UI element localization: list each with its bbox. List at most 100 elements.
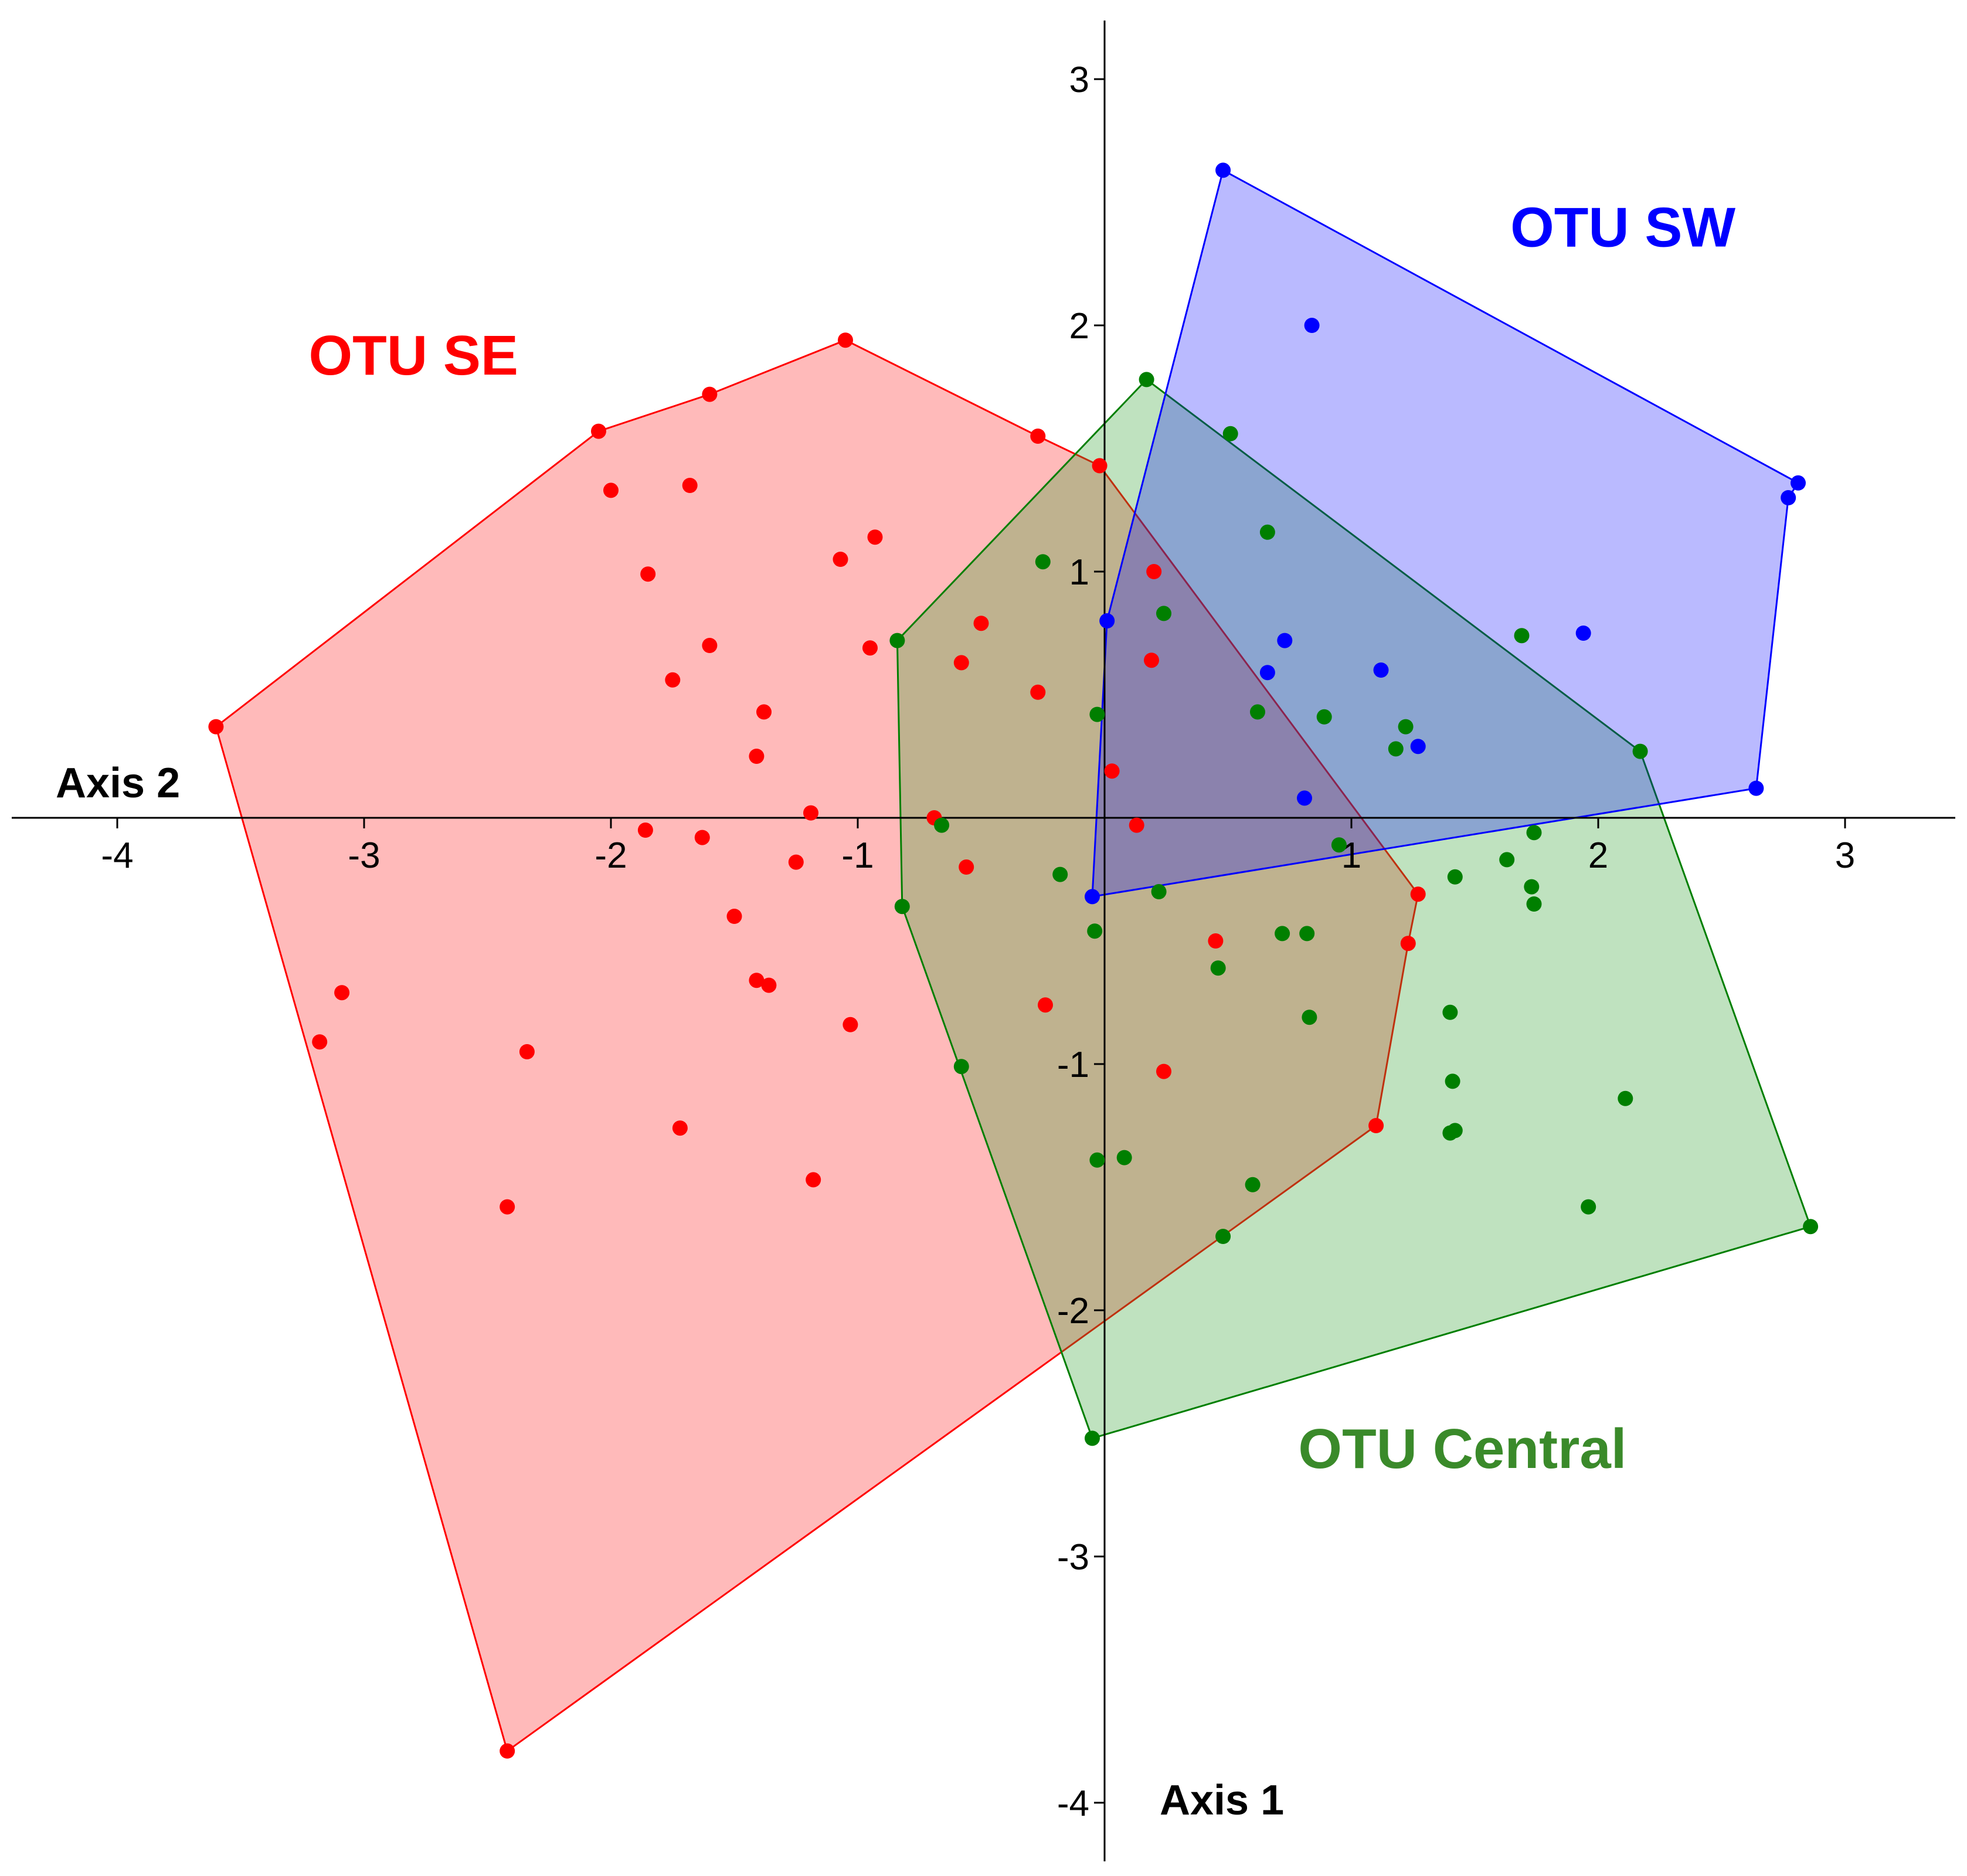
point-otu-se [761, 977, 777, 993]
point-otu-sw [1277, 633, 1293, 648]
point-otu-se [702, 386, 718, 402]
point-otu-se [756, 704, 772, 720]
point-otu-se [672, 1120, 688, 1136]
point-otu-sw [1215, 162, 1231, 178]
label-otu-se: OTU SE [309, 324, 518, 387]
point-otu-central [1215, 1229, 1231, 1244]
point-otu-se [312, 1034, 328, 1050]
point-otu-se [1030, 429, 1046, 444]
point-otu-central [1275, 926, 1290, 942]
point-otu-sw [1259, 665, 1275, 681]
x-tick-label: 2 [1588, 835, 1608, 876]
point-otu-se [1092, 458, 1108, 474]
y-tick-label: 3 [1069, 60, 1089, 100]
hull-otu-sw [1091, 169, 1800, 898]
point-otu-central [1388, 741, 1404, 757]
point-otu-se [1156, 1063, 1171, 1079]
point-otu-central [1222, 426, 1238, 441]
point-otu-sw [1410, 739, 1426, 755]
point-otu-se [682, 478, 698, 493]
point-otu-central [1116, 1150, 1132, 1165]
point-otu-se [1129, 817, 1144, 833]
point-otu-central [1445, 1073, 1460, 1089]
point-otu-se [1146, 564, 1162, 579]
point-otu-se [842, 1017, 858, 1032]
point-otu-central [1316, 709, 1332, 725]
point-otu-central [894, 899, 910, 915]
point-otu-se [788, 854, 804, 870]
point-otu-sw [1304, 318, 1320, 333]
x-tick-label: -1 [841, 835, 874, 876]
point-otu-se [1104, 763, 1120, 779]
point-otu-se [973, 616, 989, 631]
point-otu-se [591, 423, 606, 439]
point-otu-central [1089, 1152, 1105, 1168]
point-otu-central [1299, 926, 1315, 942]
x-tick-label: 3 [1835, 835, 1855, 876]
point-otu-se [803, 805, 818, 821]
point-otu-se [208, 719, 224, 735]
point-otu-central [1331, 837, 1347, 853]
point-otu-se [1208, 933, 1224, 949]
point-otu-se [833, 552, 848, 567]
point-otu-central [1035, 554, 1051, 570]
point-otu-se [806, 1172, 821, 1188]
point-otu-central [1302, 1010, 1317, 1025]
point-otu-se [694, 830, 710, 845]
y-tick-label: -2 [1057, 1291, 1089, 1331]
point-otu-se [1410, 886, 1426, 902]
point-otu-central [889, 633, 905, 648]
point-otu-sw [1575, 626, 1591, 641]
y-tick-label: 1 [1069, 552, 1089, 593]
point-otu-sw [1748, 780, 1764, 796]
point-otu-central [1398, 719, 1414, 735]
point-otu-central [1524, 879, 1540, 895]
point-otu-central [1581, 1199, 1596, 1215]
point-otu-central [1259, 524, 1275, 540]
point-otu-se [862, 640, 878, 656]
point-otu-sw [1085, 889, 1100, 905]
point-otu-central [1514, 628, 1530, 644]
point-otu-central [1618, 1090, 1633, 1106]
x-tick-label: -4 [101, 835, 133, 876]
point-otu-central [1442, 1125, 1458, 1141]
point-otu-se [640, 566, 656, 582]
point-otu-central [1139, 372, 1154, 388]
point-otu-central [1632, 743, 1648, 759]
point-otu-sw [1297, 790, 1312, 806]
point-otu-se [665, 672, 681, 688]
point-otu-central [1085, 1430, 1100, 1446]
point-otu-se [702, 638, 718, 653]
point-otu-central [1052, 866, 1068, 882]
point-otu-se [959, 859, 974, 875]
point-otu-central [1156, 606, 1171, 621]
point-otu-sw [1099, 613, 1115, 628]
point-otu-se [867, 529, 883, 545]
point-otu-central [1447, 869, 1463, 885]
y-tick-label: 2 [1069, 306, 1089, 346]
point-otu-central [1210, 960, 1226, 976]
point-otu-se [1400, 936, 1416, 951]
x-tick-label: -2 [594, 835, 627, 876]
point-otu-se [334, 985, 350, 1001]
point-otu-se [749, 749, 765, 764]
x-axis-title: Axis 2 [56, 760, 180, 807]
point-otu-se [838, 332, 853, 348]
y-tick-label: -4 [1057, 1783, 1089, 1824]
point-otu-se [726, 909, 742, 924]
y-axis-title: Axis 1 [1160, 1777, 1284, 1824]
points-layer [208, 162, 1819, 1759]
point-otu-central [1526, 896, 1542, 912]
point-otu-central [1442, 1004, 1458, 1020]
point-otu-central [1526, 825, 1542, 841]
point-otu-sw [1791, 475, 1806, 491]
point-otu-se [1368, 1118, 1384, 1133]
x-tick-label: -3 [348, 835, 380, 876]
hull-layer [215, 169, 1812, 1753]
label-otu-central: OTU Central [1298, 1418, 1626, 1480]
point-otu-central [1087, 923, 1103, 939]
point-otu-central [1803, 1219, 1819, 1235]
